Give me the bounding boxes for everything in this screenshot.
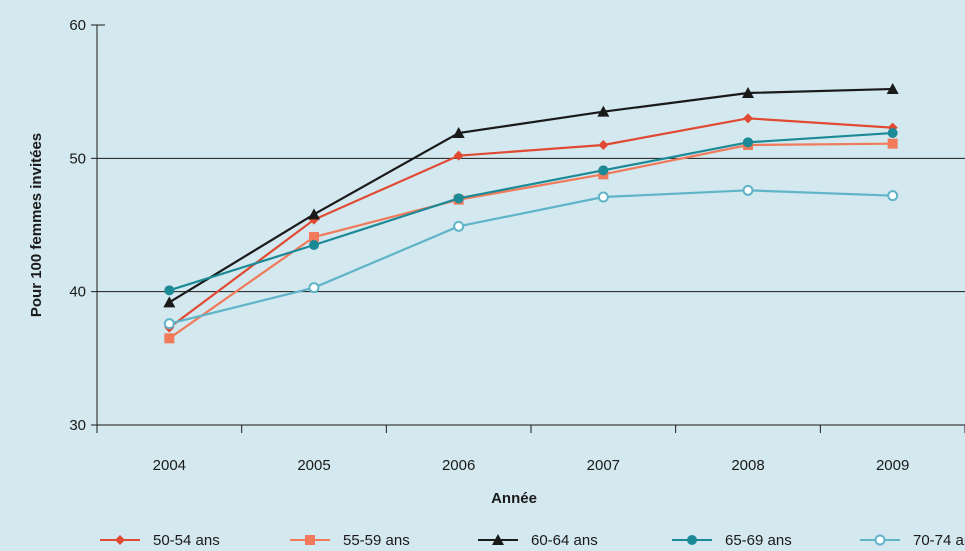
legend-item: 70-74 ans xyxy=(860,532,965,549)
data-point xyxy=(309,232,319,242)
legend-marker xyxy=(305,535,315,545)
y-axis-title: Pour 100 femmes invitées xyxy=(28,133,45,317)
legend: 50-54 ans 55-59 ans 60-64 ans 65-69 ans 70-7… xyxy=(100,532,965,549)
x-tick-label: 2005 xyxy=(297,457,330,474)
data-point xyxy=(742,184,754,196)
series-line xyxy=(168,142,893,340)
y-tick-label: 60 xyxy=(69,17,86,34)
series-line xyxy=(169,131,893,292)
legend-marker xyxy=(492,534,504,545)
legend-label: 55-59 ans xyxy=(343,532,410,549)
legend-label: 60-64 ans xyxy=(531,532,598,549)
data-point xyxy=(887,128,898,138)
data-point xyxy=(308,282,320,294)
x-tick-label: 2007 xyxy=(587,457,620,474)
x-tick-label: 2009 xyxy=(876,457,909,474)
y-tick-label: 30 xyxy=(69,417,86,434)
legend-item: 55-59 ans xyxy=(290,532,410,549)
legend-label: 70-74 ans xyxy=(913,532,965,549)
data-point xyxy=(743,137,753,148)
series-line xyxy=(168,87,893,304)
series-line xyxy=(168,117,893,329)
data-point xyxy=(453,220,465,232)
data-point xyxy=(308,208,320,220)
x-axis-title: Année xyxy=(491,490,537,507)
data-point xyxy=(164,285,175,296)
grid xyxy=(97,24,965,426)
series-70-74-ans xyxy=(163,184,899,330)
data-point xyxy=(163,318,175,330)
series-55-59-ans xyxy=(164,138,898,344)
y-tick-label: 50 xyxy=(69,150,86,167)
data-point xyxy=(887,190,899,202)
x-tick-label: 2008 xyxy=(731,457,764,474)
legend-marker xyxy=(687,535,697,545)
data-point xyxy=(309,240,319,250)
series-65-69-ans xyxy=(164,128,898,296)
series-group xyxy=(163,83,899,344)
legend-item: 65-69 ans xyxy=(672,532,792,549)
data-point xyxy=(453,150,464,161)
data-point xyxy=(597,105,610,117)
data-point xyxy=(598,165,609,176)
x-tick-label: 2006 xyxy=(442,457,475,474)
data-point xyxy=(163,296,176,308)
data-point xyxy=(887,122,898,133)
legend-marker xyxy=(115,535,125,545)
series-50-54-ans xyxy=(164,113,898,333)
data-point xyxy=(453,193,464,204)
legend-item: 50-54 ans xyxy=(100,532,220,549)
data-point xyxy=(597,191,609,203)
x-tick-label: 2004 xyxy=(153,457,186,474)
data-point xyxy=(164,333,175,344)
legend-item: 60-64 ans xyxy=(478,532,598,549)
legend-label: 65-69 ans xyxy=(725,532,792,549)
data-point xyxy=(452,127,465,138)
data-point xyxy=(742,87,754,98)
series-60-64-ans xyxy=(163,83,899,308)
data-point xyxy=(743,113,753,124)
legend-marker xyxy=(874,534,886,546)
series-line xyxy=(169,189,893,325)
axes: 30 40 50 60 2004 2005 2006 2007 2008 2009 xyxy=(69,17,965,474)
data-point xyxy=(598,140,609,150)
data-point xyxy=(887,138,898,149)
legend-label: 50-54 ans xyxy=(153,532,220,549)
y-tick-label: 40 xyxy=(69,284,86,301)
data-point xyxy=(886,83,899,94)
